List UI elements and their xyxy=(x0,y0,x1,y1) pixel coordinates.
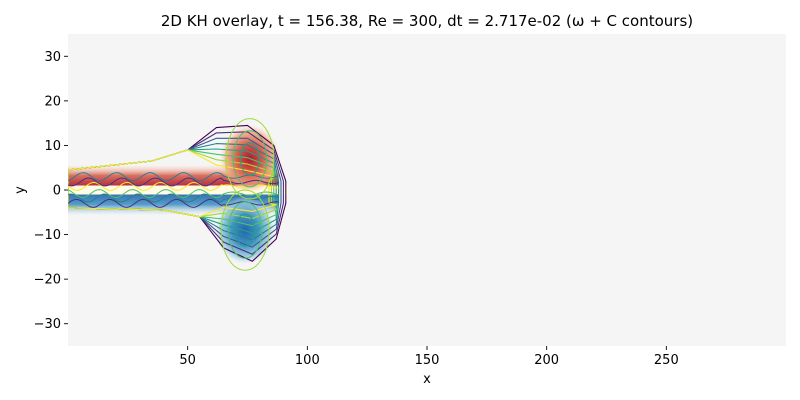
x-tick-label: 100 xyxy=(295,353,320,368)
shear-contour-line xyxy=(68,181,279,191)
negative-vortex xyxy=(215,196,276,265)
chart-title: 2D KH overlay, t = 156.38, Re = 300, dt … xyxy=(161,12,693,30)
y-tick-label: 0 xyxy=(53,184,61,199)
vortex-contour-line xyxy=(232,130,268,188)
y-tick-label: −10 xyxy=(34,228,61,243)
x-tick-label: 150 xyxy=(415,353,440,368)
x-tick-label: 250 xyxy=(654,353,679,368)
x-axis-label: x xyxy=(423,372,431,387)
scalar-contours xyxy=(68,118,287,271)
vortex-contour-line xyxy=(239,142,260,176)
y-axis-ticks: −30 −20 −10 0 10 20 30 xyxy=(34,50,68,332)
shear-contour-line xyxy=(68,172,279,182)
x-tick-label: 200 xyxy=(534,353,559,368)
vortex-contour-line xyxy=(227,201,263,259)
y-tick-label: 30 xyxy=(44,50,61,65)
shear-contour-line xyxy=(68,189,279,199)
y-tick-label: −20 xyxy=(34,273,61,288)
vortex-contour-line xyxy=(235,213,256,247)
y-tick-label: −30 xyxy=(34,317,61,332)
vortex-contour-line xyxy=(225,118,275,200)
y-axis-label: y xyxy=(13,186,28,194)
y-tick-label: 20 xyxy=(44,94,61,109)
y-tick-label: 10 xyxy=(44,139,61,154)
shear-contour-line xyxy=(68,177,279,187)
x-axis-ticks: 50 100 150 200 250 xyxy=(179,346,679,368)
x-tick-label: 50 xyxy=(179,353,196,368)
vortex-contour-line xyxy=(220,189,270,271)
